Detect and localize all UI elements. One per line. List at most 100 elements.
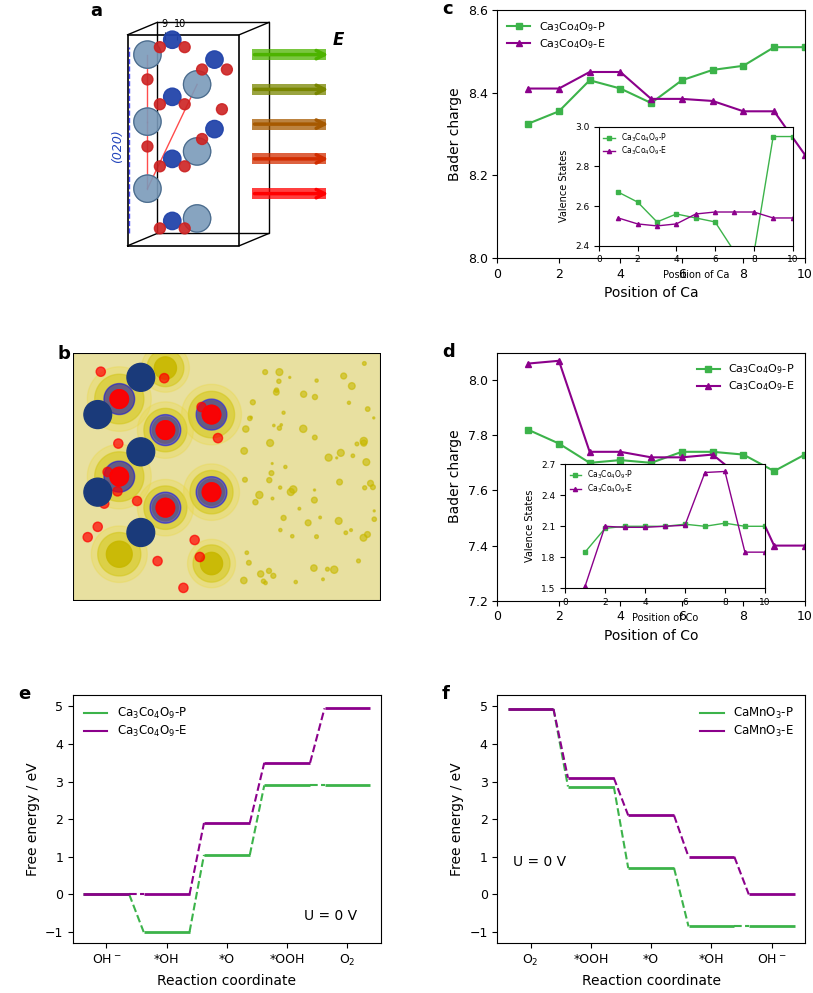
Circle shape [190,535,199,544]
Circle shape [315,535,319,538]
Circle shape [100,498,109,508]
Circle shape [325,454,332,461]
Text: b: b [58,346,71,363]
Y-axis label: Bader charge: Bader charge [448,87,462,181]
Ca$_3$Co$_4$O$_9$-E [769,539,779,551]
Circle shape [341,373,346,379]
Polygon shape [198,400,225,429]
Polygon shape [156,421,175,439]
Ca$_3$Co$_4$O$_9$-P [585,74,594,86]
Circle shape [248,416,252,421]
Circle shape [250,416,252,418]
Circle shape [241,448,247,454]
Circle shape [363,486,367,490]
Circle shape [159,373,169,383]
Ca$_3$Co$_4$O$_9$-E [585,446,594,458]
Circle shape [154,99,165,110]
Circle shape [163,31,181,49]
Circle shape [127,363,154,391]
Circle shape [263,369,267,374]
Circle shape [263,581,267,585]
Polygon shape [105,384,134,414]
Circle shape [281,515,286,520]
Circle shape [290,534,294,538]
Circle shape [272,463,273,465]
Circle shape [314,489,315,492]
Polygon shape [154,356,176,379]
Circle shape [312,394,318,399]
Ca$_3$Co$_4$O$_9$-E [585,67,594,78]
Circle shape [267,478,272,483]
X-axis label: Position of Co: Position of Co [604,629,698,643]
Circle shape [127,518,154,546]
Ca$_3$Co$_4$O$_9$-E [615,67,625,78]
Circle shape [179,99,190,110]
Circle shape [350,528,352,531]
Polygon shape [196,399,227,430]
Text: (020): (020) [111,130,124,163]
Circle shape [344,531,348,534]
Polygon shape [104,383,135,414]
Circle shape [312,435,317,440]
Circle shape [243,426,249,432]
Circle shape [347,401,350,404]
Polygon shape [153,417,178,443]
Polygon shape [87,445,151,508]
Circle shape [331,566,337,573]
Bar [252,153,326,165]
Ca$_3$Co$_4$O$_9$-P [615,82,625,94]
Text: c: c [442,0,453,18]
Circle shape [276,368,283,375]
Ca$_3$Co$_4$O$_9$-P [524,118,533,130]
Circle shape [245,551,249,554]
Circle shape [127,438,154,466]
Circle shape [337,480,342,485]
Polygon shape [153,495,178,520]
X-axis label: Reaction coordinate: Reaction coordinate [581,974,720,988]
Circle shape [154,42,165,53]
Circle shape [269,471,274,476]
Polygon shape [98,532,141,576]
Y-axis label: Free energy / eV: Free energy / eV [450,763,463,876]
Circle shape [361,440,367,446]
Circle shape [322,578,324,581]
Polygon shape [107,541,133,567]
Polygon shape [144,486,187,529]
Circle shape [103,468,112,477]
Circle shape [305,520,311,525]
Ca$_3$Co$_4$O$_9$-P [800,449,810,461]
Ca$_3$Co$_4$O$_9$-P [524,424,533,436]
Circle shape [364,531,371,537]
Circle shape [206,120,223,138]
Circle shape [197,134,207,145]
Circle shape [300,425,307,432]
Circle shape [163,213,181,229]
Circle shape [366,407,370,411]
Circle shape [284,466,287,469]
Text: a: a [90,3,102,21]
Circle shape [83,532,93,542]
Ca$_3$Co$_4$O$_9$-P [554,105,563,117]
Y-axis label: Free energy / eV: Free energy / eV [25,763,40,876]
Circle shape [154,161,165,172]
Polygon shape [156,421,175,439]
Ca$_3$Co$_4$O$_9$-P [738,60,748,71]
Ca$_3$Co$_4$O$_9$-E [524,82,533,94]
Circle shape [355,442,359,446]
Text: U = 0 V: U = 0 V [513,855,566,869]
Polygon shape [110,390,128,408]
Circle shape [276,379,281,383]
Circle shape [372,517,376,521]
Ca$_3$Co$_4$O$_9$-E [646,93,656,105]
Polygon shape [110,468,128,486]
Circle shape [84,400,111,429]
Circle shape [315,379,318,382]
Ca$_3$Co$_4$O$_9$-P [677,446,687,458]
Legend: Ca$_3$Co$_4$O$_9$-P, Ca$_3$Co$_4$O$_9$-E: Ca$_3$Co$_4$O$_9$-P, Ca$_3$Co$_4$O$_9$-E [693,358,799,398]
Circle shape [271,573,276,578]
Circle shape [154,223,165,234]
Ca$_3$Co$_4$O$_9$-E [708,449,718,461]
Circle shape [363,361,366,365]
Circle shape [349,382,355,389]
Circle shape [84,479,111,506]
